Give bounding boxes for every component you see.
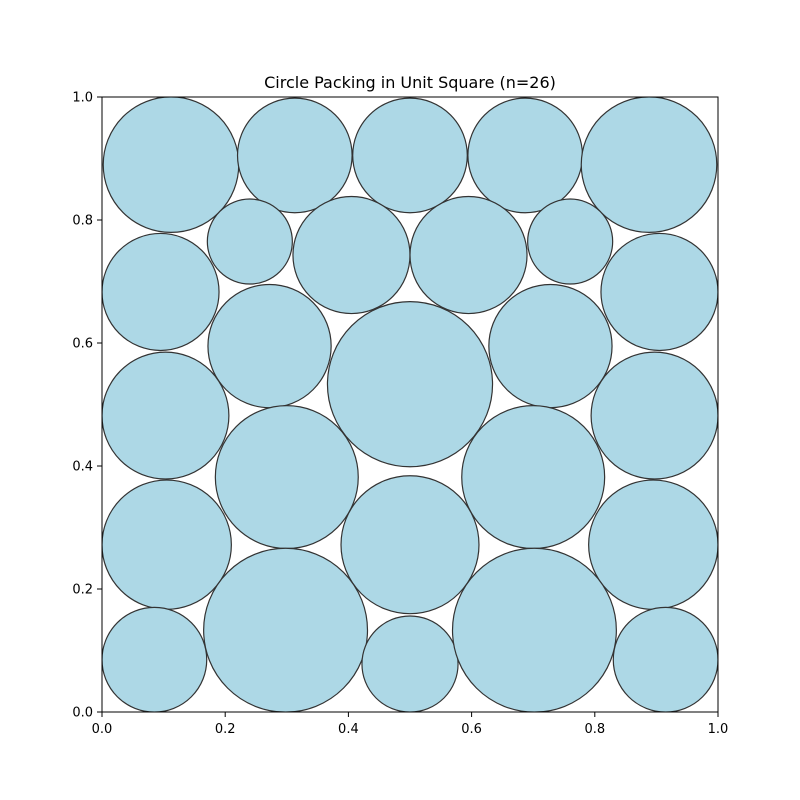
circle-17 <box>214 405 359 550</box>
plot-frame <box>101 96 719 713</box>
y-axis: 0.0 0.2 0.4 0.6 0.8 1.0 <box>72 91 102 721</box>
circle-5 <box>580 97 718 233</box>
y-tick-label: 0.2 <box>72 583 93 598</box>
circle-11 <box>600 232 718 352</box>
x-tick-label: 1.0 <box>708 722 729 737</box>
circle-10 <box>102 232 220 352</box>
circle-25 <box>451 547 617 712</box>
circle-24 <box>361 615 459 712</box>
circle-6 <box>206 198 293 285</box>
chart-title: Circle Packing in Unit Square (n=26) <box>264 73 556 92</box>
circle-3 <box>352 97 468 214</box>
circles-layer <box>102 97 718 712</box>
y-tick-label: 0.0 <box>72 706 93 721</box>
circle-4 <box>467 97 584 214</box>
x-axis: 0.0 0.2 0.4 0.6 0.8 1.0 <box>92 712 729 737</box>
y-tick-label: 1.0 <box>72 91 93 106</box>
y-tick-label: 0.4 <box>72 460 93 475</box>
circle-16 <box>590 351 718 480</box>
x-tick-label: 0.2 <box>215 722 236 737</box>
circle-20 <box>340 475 480 615</box>
circle-18 <box>461 405 606 550</box>
circle-12 <box>207 283 332 409</box>
x-tick-label: 0.0 <box>92 722 113 737</box>
circle-19 <box>102 479 232 610</box>
circle-7 <box>292 195 411 315</box>
circle-2 <box>236 97 353 214</box>
circle-8 <box>409 195 528 315</box>
y-tick-label: 0.8 <box>72 214 93 229</box>
x-tick-label: 0.4 <box>338 722 359 737</box>
circle-14 <box>488 283 613 409</box>
circle-15 <box>102 351 230 480</box>
x-tick-label: 0.6 <box>461 722 482 737</box>
circle-9 <box>527 198 614 285</box>
circle-26 <box>612 606 718 712</box>
x-tick-label: 0.8 <box>584 722 605 737</box>
circle-22 <box>102 606 208 712</box>
circle-23 <box>203 547 369 712</box>
circle-21 <box>588 479 718 610</box>
y-tick-label: 0.6 <box>72 337 93 352</box>
circle-13 <box>326 301 494 468</box>
